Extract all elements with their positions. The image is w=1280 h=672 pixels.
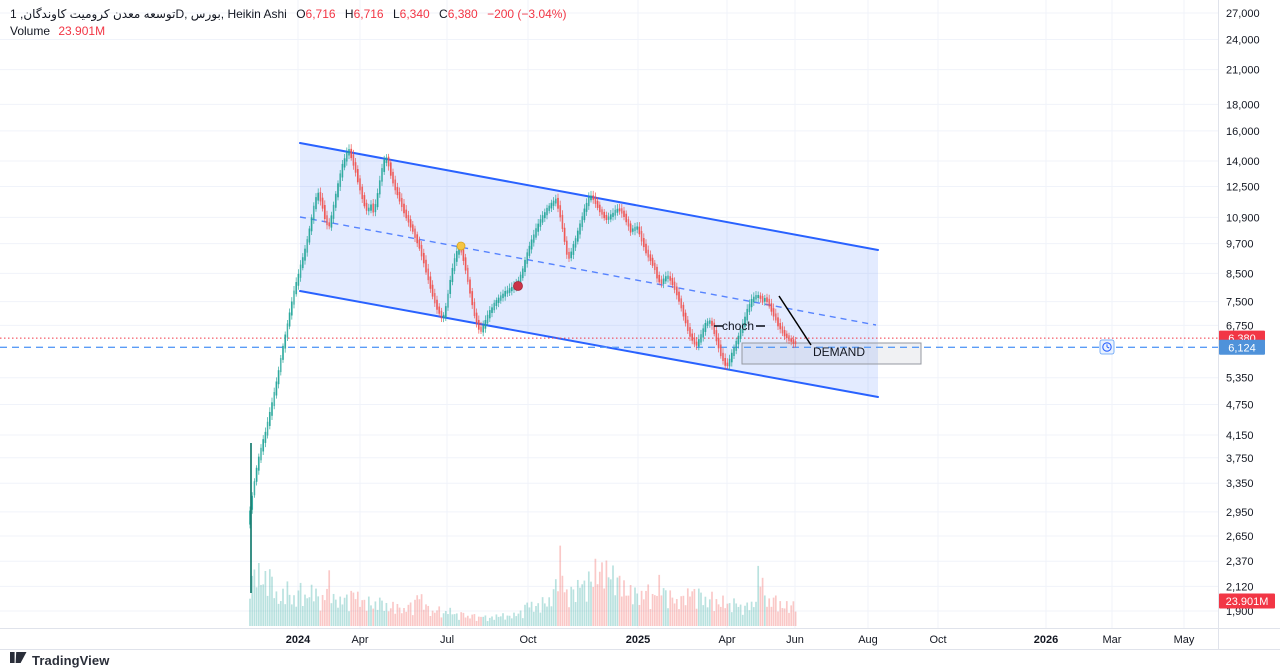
price-axis[interactable] xyxy=(1218,0,1280,650)
price-lines xyxy=(0,337,1218,348)
demand-label[interactable]: DEMAND xyxy=(813,345,865,359)
svg-text:16,000: 16,000 xyxy=(1226,126,1260,138)
open-value: 6,716 xyxy=(305,7,336,21)
svg-text:3,350: 3,350 xyxy=(1226,478,1254,490)
symbol-legend: توسعه معدن کرومیت کاوندگان, 1D, بورس, He… xyxy=(10,7,566,21)
svg-text:8,500: 8,500 xyxy=(1226,268,1254,280)
alert-price-tag: 6,124 xyxy=(1219,339,1265,355)
svg-text:9,700: 9,700 xyxy=(1226,239,1254,251)
choch-label[interactable]: choch xyxy=(722,319,754,333)
svg-text:3,750: 3,750 xyxy=(1226,453,1254,465)
svg-text:Oct: Oct xyxy=(929,634,946,646)
chart-style-label[interactable]: Heikin Ashi xyxy=(227,7,287,21)
svg-text:Jun: Jun xyxy=(786,634,804,646)
svg-text:6,124: 6,124 xyxy=(1228,342,1256,354)
svg-text:18,000: 18,000 xyxy=(1226,99,1260,111)
volume-value-tag: 23.901M xyxy=(1219,593,1275,609)
svg-text:2024: 2024 xyxy=(286,634,311,646)
svg-text:Mar: Mar xyxy=(1103,634,1122,646)
chart-plot: choch DEMAND 27,000 24,000 21,000 18,000 16,00… xyxy=(0,0,1280,650)
svg-text:2026: 2026 xyxy=(1034,634,1058,646)
volume-label[interactable]: Volume xyxy=(10,24,51,38)
open-label: O xyxy=(296,7,306,21)
svg-text:21,000: 21,000 xyxy=(1226,65,1260,77)
tradingview-logo-text: TradingView xyxy=(32,652,110,668)
svg-text:4,150: 4,150 xyxy=(1226,430,1254,442)
volume-value: 23.901M xyxy=(58,24,106,38)
svg-text:7,500: 7,500 xyxy=(1226,297,1254,309)
svg-text:2,370: 2,370 xyxy=(1226,556,1254,568)
time-axis[interactable] xyxy=(0,629,1218,650)
svg-text:Oct: Oct xyxy=(519,634,536,646)
svg-text:2025: 2025 xyxy=(626,634,650,646)
volume-series xyxy=(249,545,797,626)
high-value: 6,716 xyxy=(353,7,384,21)
change-value: −200 (−3.04%) xyxy=(487,7,567,21)
svg-text:Jul: Jul xyxy=(440,634,454,646)
volume-legend: Volume 23.901M xyxy=(10,24,105,38)
close-label: C xyxy=(439,7,448,21)
high-label: H xyxy=(344,7,354,21)
svg-text:2,650: 2,650 xyxy=(1226,531,1254,543)
svg-text:5,350: 5,350 xyxy=(1226,373,1254,385)
price-axis-labels: 27,000 24,000 21,000 18,000 16,000 14,000 12,5… xyxy=(1226,8,1260,618)
red-dot-marker[interactable] xyxy=(513,281,523,291)
time-axis-labels: 2024 Apr Jul Oct 2025 Apr Jun Aug Oct 2026 Mar May xyxy=(286,634,1195,646)
close-value: 6,380 xyxy=(447,7,478,21)
alert-clock-icon[interactable] xyxy=(1099,339,1115,355)
chart-canvas[interactable]: choch DEMAND 27,000 24,000 21,000 18,000 16,00… xyxy=(0,0,1280,650)
svg-text:12,500: 12,500 xyxy=(1226,182,1260,194)
svg-text:23.901M: 23.901M xyxy=(1226,596,1269,608)
symbol-title[interactable]: توسعه معدن کرومیت کاوندگان, 1D, بورس, xyxy=(10,7,225,21)
svg-text:Aug: Aug xyxy=(858,634,878,646)
svg-text:6,750: 6,750 xyxy=(1226,320,1254,332)
pointer-trend-line[interactable] xyxy=(778,295,812,346)
svg-text:24,000: 24,000 xyxy=(1226,35,1260,47)
annotations: choch DEMAND xyxy=(456,241,865,359)
candlestick-series xyxy=(249,144,797,529)
svg-text:2,120: 2,120 xyxy=(1226,581,1254,593)
tradingview-logo-icon xyxy=(10,651,27,669)
svg-text:Apr: Apr xyxy=(718,634,735,646)
yellow-dot-marker[interactable] xyxy=(456,241,466,251)
svg-text:May: May xyxy=(1174,634,1195,646)
low-value: 6,340 xyxy=(399,7,430,21)
svg-text:27,000: 27,000 xyxy=(1226,8,1260,20)
svg-text:14,000: 14,000 xyxy=(1226,156,1260,168)
gridlines xyxy=(0,0,1218,628)
tradingview-logo[interactable]: TradingView xyxy=(10,651,109,669)
svg-text:2,950: 2,950 xyxy=(1226,507,1254,519)
svg-text:Apr: Apr xyxy=(351,634,368,646)
svg-text:10,900: 10,900 xyxy=(1226,212,1260,224)
svg-text:4,750: 4,750 xyxy=(1226,400,1254,412)
demand-zone-box[interactable] xyxy=(741,342,922,365)
svg-text:1,900: 1,900 xyxy=(1226,606,1254,618)
low-label: L xyxy=(392,7,400,21)
